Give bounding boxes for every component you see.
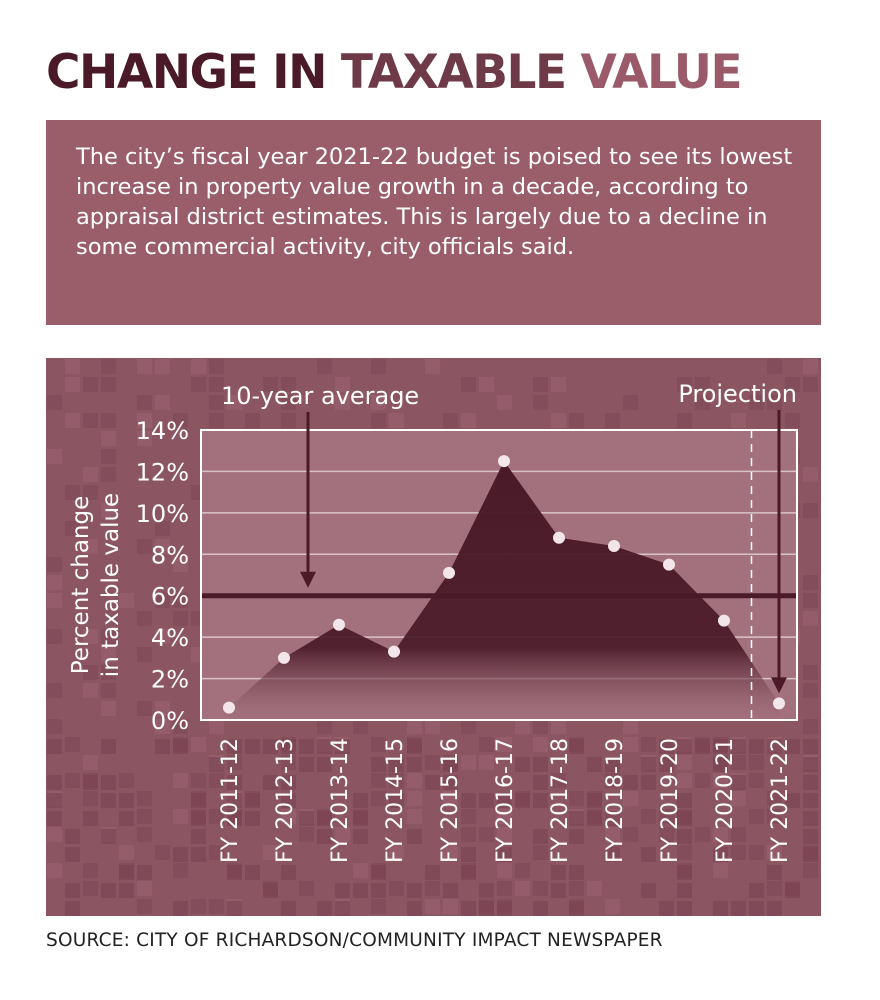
x-tick-label: FY 2014-15: [383, 738, 408, 863]
x-tick-label: FY 2019-20: [658, 738, 683, 863]
x-tick-label: FY 2018-19: [603, 738, 628, 863]
data-points: [223, 455, 785, 714]
plot-border: [200, 429, 798, 721]
x-tick-label: FY 2011-12: [218, 738, 243, 863]
data-point-7: [553, 531, 565, 544]
chart-svg: 0% 2% 4% 6% 8% 10% 12% 14% FY 2011-12 FY 2012-13…: [47, 359, 818, 916]
y-tick-label: 0%: [151, 707, 189, 735]
y-tick-label: 2%: [151, 666, 189, 694]
data-point-2: [278, 651, 290, 664]
y-tick-label: 10%: [136, 500, 189, 528]
y-tick-label: 14%: [136, 417, 189, 445]
x-tick-label: FY 2016-17: [493, 738, 518, 863]
intro-text: The city’s fiscal year 2021-22 budget is…: [76, 144, 793, 260]
title-word-2: IN: [272, 45, 327, 100]
chart-title: CHANGE IN TAXABLE VALUE: [46, 40, 846, 106]
data-point-9: [663, 558, 675, 571]
projection-arrow: [771, 410, 787, 694]
y-tick-label: 6%: [151, 583, 189, 611]
data-point-3: [333, 618, 345, 631]
data-point-6: [498, 455, 510, 468]
data-point-1: [223, 701, 235, 714]
y-axis-label: Percent change in taxable value: [68, 493, 124, 677]
x-tick-label: FY 2015-16: [438, 738, 463, 863]
y-tick-label: 8%: [151, 541, 189, 569]
title-word-4: VALUE: [580, 45, 742, 100]
x-tick-label: FY 2013-14: [328, 738, 353, 863]
projection-label: Projection: [678, 380, 797, 408]
chart-panel: 0% 2% 4% 6% 8% 10% 12% 14% FY 2011-12 FY 2012-13…: [46, 358, 821, 916]
x-tick-label: FY 2020-21: [713, 738, 738, 863]
x-tick-label: FY 2021-22: [768, 738, 793, 863]
source-note: SOURCE: CITY OF RICHARDSON/COMMUNITY IMP…: [46, 930, 663, 951]
title-word-1: CHANGE: [46, 45, 259, 100]
y-tick-label: 4%: [151, 624, 189, 652]
x-tick-label: FY 2012-13: [273, 738, 298, 863]
title-word-3: TAXABLE: [340, 45, 567, 100]
x-tick-label: FY 2017-18: [548, 738, 573, 863]
y-tick-label: 12%: [136, 458, 189, 486]
average-label: 10-year average: [221, 382, 419, 410]
data-point-11: [773, 697, 785, 710]
data-point-8: [608, 540, 620, 552]
intro-box: The city’s fiscal year 2021-22 budget is…: [46, 120, 821, 325]
data-point-4: [388, 645, 400, 658]
data-point-5: [443, 566, 455, 579]
average-arrow: [300, 412, 316, 588]
area-series: [229, 461, 779, 720]
y-tick-labels: 0% 2% 4% 6% 8% 10% 12% 14%: [136, 417, 189, 735]
x-tick-labels: FY 2011-12 FY 2012-13 FY 2013-14 FY 2014-15…: [218, 738, 793, 863]
data-point-10: [718, 614, 730, 627]
